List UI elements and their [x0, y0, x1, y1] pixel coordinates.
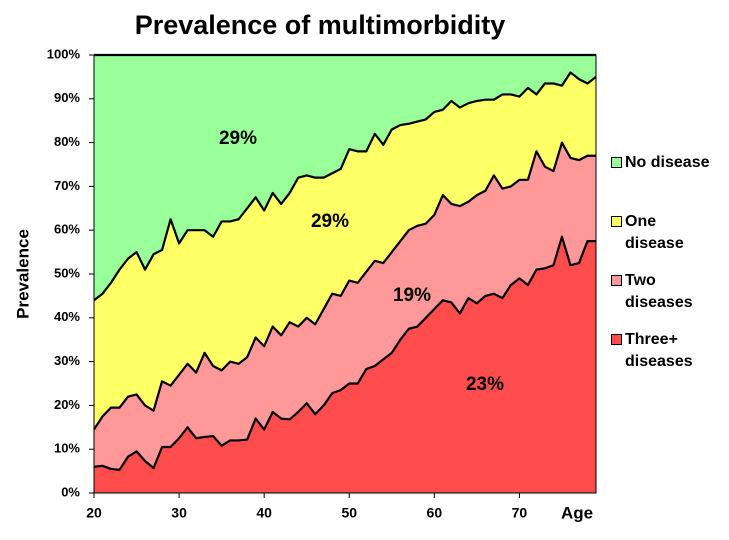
area-fill: [94, 55, 596, 301]
y-tick-label: 40%: [54, 309, 80, 324]
x-tick-label: 20: [86, 505, 102, 521]
legend-item: One disease: [611, 211, 716, 255]
legend-item: Two diseases: [611, 270, 716, 314]
area-fill: [94, 142, 596, 470]
legend-item: No disease: [611, 152, 716, 174]
y-tick-label: 70%: [54, 178, 80, 193]
x-axis-label: Age: [561, 503, 593, 522]
y-tick-label: 100%: [47, 46, 81, 61]
chart-title: Prevalence of multimorbidity: [135, 10, 506, 40]
legend-label: Two diseases: [625, 272, 693, 311]
annotation: 23%: [466, 374, 504, 395]
annotation: 19%: [393, 285, 431, 306]
area-boundary: [93, 141, 596, 431]
y-tick-label: 50%: [54, 265, 80, 280]
x-tick-label: 40: [256, 505, 272, 521]
area-boundary: [93, 235, 596, 471]
y-axis-label: Prevalence: [13, 229, 32, 319]
y-tick-label: 80%: [54, 134, 80, 149]
x-tick-label: 30: [171, 505, 187, 521]
area-fill: [94, 236, 596, 493]
y-tick-label: 0%: [61, 484, 80, 499]
legend-swatch: [611, 216, 622, 227]
legend-swatch: [611, 334, 622, 345]
x-tick-label: 60: [427, 505, 443, 521]
annotation: 29%: [311, 211, 349, 232]
legend-label: One disease: [625, 213, 684, 252]
x-tick-label: 50: [341, 505, 357, 521]
area-boundary: [93, 71, 597, 302]
legend-item: Three+ diseases: [611, 329, 716, 373]
legend-swatch: [611, 275, 622, 286]
y-tick-label: 90%: [54, 90, 80, 105]
y-tick-label: 30%: [54, 353, 80, 368]
legend-swatch: [611, 157, 622, 168]
legend-label: No disease: [625, 154, 710, 171]
y-tick-label: 10%: [54, 441, 80, 456]
annotation: 29%: [219, 128, 257, 149]
legend-label: Three+ diseases: [625, 331, 693, 370]
area-fill: [94, 72, 596, 430]
y-tick-label: 20%: [54, 397, 80, 412]
y-tick-label: 60%: [54, 222, 80, 237]
x-tick-label: 70: [512, 505, 528, 521]
